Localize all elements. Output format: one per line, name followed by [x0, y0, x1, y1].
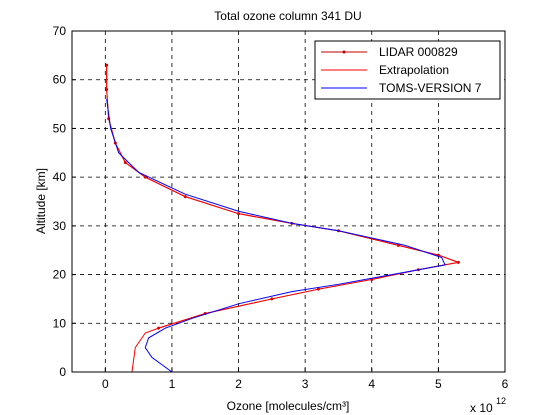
chart-title: Total ozone column 341 DU [214, 9, 361, 23]
y-tick-label: 0 [59, 365, 66, 379]
x-multiplier: x 10 [470, 401, 493, 415]
y-tick-label: 20 [53, 268, 67, 282]
x-tick-label: 5 [435, 377, 442, 391]
y-axis-label: Altitude [km] [34, 168, 48, 234]
x-tick-label: 2 [235, 377, 242, 391]
legend-marker [342, 50, 346, 54]
x-axis-label: Ozone [molecules/cm³] [227, 399, 350, 413]
x-tick-label: 6 [502, 377, 509, 391]
y-tick-label: 50 [53, 121, 67, 135]
series-line [106, 99, 446, 373]
x-tick-label: 1 [169, 377, 176, 391]
y-tick-label: 60 [53, 73, 67, 87]
x-tick-label: 4 [368, 377, 375, 391]
legend-label: Extrapolation [379, 63, 449, 77]
x-multiplier-exponent: 12 [496, 396, 506, 406]
legend-label: LIDAR 000829 [379, 45, 458, 59]
legend-label: TOMS-VERSION 7 [379, 81, 482, 95]
x-tick-label: 3 [302, 377, 309, 391]
y-tick-label: 40 [53, 170, 67, 184]
y-tick-label: 30 [53, 219, 67, 233]
y-tick-label: 10 [53, 316, 67, 330]
x-tick-label: 0 [102, 377, 109, 391]
y-tick-label: 70 [53, 24, 67, 38]
plot-frame [71, 30, 506, 373]
